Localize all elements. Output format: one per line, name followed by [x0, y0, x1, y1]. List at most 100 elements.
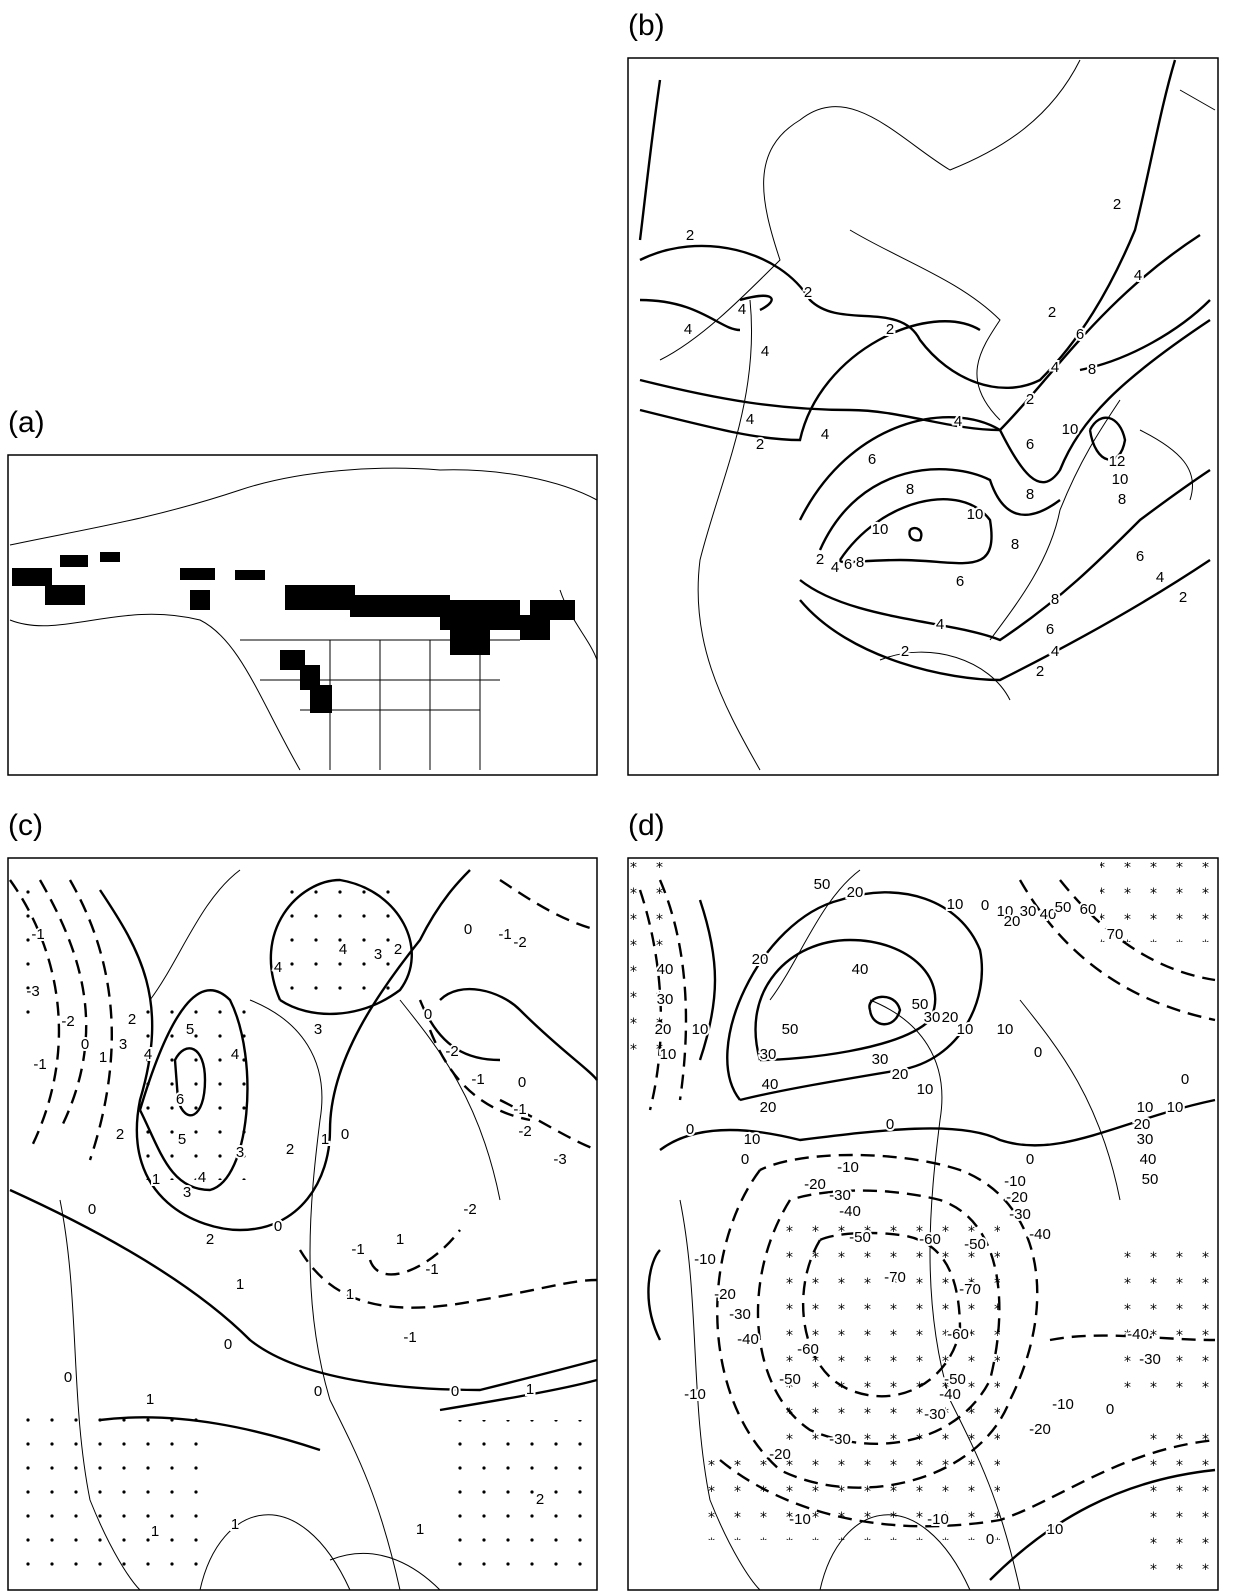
contour-label: 3	[314, 1021, 322, 1038]
contour-label: 6	[1136, 548, 1144, 565]
contour-label: -10	[837, 1159, 859, 1176]
contour-label: 10	[997, 903, 1014, 920]
panel-label: (b)	[628, 9, 665, 42]
contour-label: 70	[1107, 926, 1124, 943]
contour-label: 0	[424, 1006, 432, 1023]
contour-label: 4	[231, 1046, 239, 1063]
contour-label: 30	[657, 991, 674, 1008]
contour-label: 40	[852, 961, 869, 978]
contour-label: -10	[789, 1511, 811, 1528]
contour-label: 2	[1026, 391, 1034, 408]
contour-label: 2	[686, 227, 694, 244]
contour-label: -30	[829, 1431, 851, 1448]
contour-label: -40	[939, 1386, 961, 1403]
contour-label: 10	[660, 1046, 677, 1063]
contour-label: 4	[339, 941, 347, 958]
contour-label: 8	[1026, 486, 1034, 503]
contour-label: 30	[1020, 903, 1037, 920]
contour-label: 0	[341, 1126, 349, 1143]
contour-label: -3	[26, 983, 39, 1000]
contour-label: -50	[944, 1371, 966, 1388]
contour-label: -2	[518, 1123, 531, 1140]
panel-label: (d)	[628, 809, 665, 842]
contour-label: 4	[144, 1046, 152, 1063]
panel-label: (c)	[8, 809, 43, 842]
contour-label: 0	[81, 1036, 89, 1053]
contours	[9, 869, 598, 1452]
contour-label: -1	[31, 926, 44, 943]
contour-label: -10	[1004, 1173, 1026, 1190]
contour-label: 2	[816, 551, 824, 568]
contour-label: 6	[1026, 436, 1034, 453]
contour-label: 20	[892, 1066, 909, 1083]
contour-label: 5	[186, 1021, 194, 1038]
contour-label: -1	[33, 1056, 46, 1073]
contour-label: 6	[844, 556, 852, 573]
contour-label: 10	[744, 1131, 761, 1148]
coastline	[659, 59, 1216, 771]
contour-label: 1	[152, 1171, 160, 1188]
contour-label: -10	[1052, 1396, 1074, 1413]
contour-label: 20	[752, 951, 769, 968]
contour-label: -1	[351, 1241, 364, 1258]
contour-label: 0	[1106, 1401, 1114, 1418]
contour-label: 60	[1080, 901, 1097, 918]
contour-label: -10	[684, 1386, 706, 1403]
contour-label: 10	[967, 506, 984, 523]
contour-label: -40	[839, 1203, 861, 1220]
contour-label: -1	[403, 1329, 416, 1346]
contour-label: 30	[1137, 1131, 1154, 1148]
contour-label: 4	[821, 426, 829, 443]
contour-label: 20	[942, 1009, 959, 1026]
contour-label: -2	[61, 1013, 74, 1030]
contour-label: 12	[1109, 453, 1126, 470]
contours-negative	[638, 879, 1216, 1528]
contour-label: 6	[1076, 326, 1084, 343]
contour-label: 4	[761, 343, 769, 360]
contour-label: 4	[274, 959, 282, 976]
contour-label: 1	[396, 1231, 404, 1248]
contour-label: -40	[1127, 1326, 1149, 1343]
contour-label: 10	[1112, 471, 1129, 488]
panel-frame	[627, 857, 1219, 1591]
map-a	[9, 467, 598, 771]
contour-label: 2	[286, 1141, 294, 1158]
contour-label: 2	[206, 1231, 214, 1248]
contour-label: -30	[1139, 1351, 1161, 1368]
contour-label: -2	[513, 934, 526, 951]
contour-label: 4	[954, 413, 962, 430]
contour-label: 30	[924, 1009, 941, 1026]
contour-label: 1	[346, 1286, 354, 1303]
contour-label: 1	[236, 1276, 244, 1293]
contour-label: 6	[956, 573, 964, 590]
contour-label: -30	[729, 1306, 751, 1323]
contour-label: -70	[884, 1269, 906, 1286]
contour-label: 0	[88, 1201, 96, 1218]
contour-label: 4	[1051, 359, 1059, 376]
contour-label: 1	[416, 1521, 424, 1538]
contour-label: 50	[1142, 1171, 1159, 1188]
contour-label: 1	[99, 1049, 107, 1066]
contour-label: 4	[738, 301, 746, 318]
contour-label: 4	[1051, 643, 1059, 660]
panel-frame	[7, 454, 598, 776]
panel-frame	[627, 57, 1219, 776]
contour-label: 2	[1036, 663, 1044, 680]
contours	[647, 891, 1216, 1581]
contour-label: 2	[394, 941, 402, 958]
contour-label: 2	[886, 321, 894, 338]
contour-label: -60	[919, 1231, 941, 1248]
contour-label: 8	[1118, 491, 1126, 508]
coastline	[59, 869, 501, 1591]
contour-label: 0	[986, 1531, 994, 1548]
contour-label: -20	[714, 1286, 736, 1303]
contour-label: 0	[518, 1074, 526, 1091]
contour-label: -1	[498, 926, 511, 943]
contour-label: 3	[236, 1144, 244, 1161]
contour-label: 6	[1046, 621, 1054, 638]
contour-label: 10	[1047, 1521, 1064, 1538]
contour-label: -60	[947, 1326, 969, 1343]
contour-label: 4	[684, 321, 692, 338]
contour-label: 8	[906, 481, 914, 498]
